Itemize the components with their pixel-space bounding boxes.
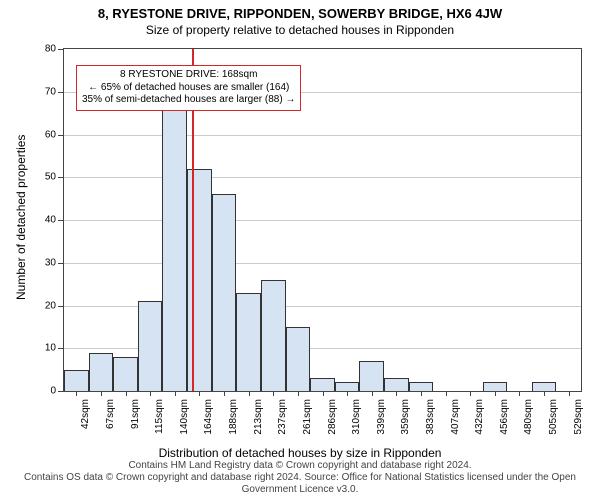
y-tick-mark bbox=[58, 135, 63, 136]
y-tick-mark bbox=[58, 391, 63, 392]
y-tick-label: 20 bbox=[36, 300, 56, 311]
gridline bbox=[64, 135, 581, 136]
x-tick-mark bbox=[470, 391, 471, 396]
x-tick-mark bbox=[101, 391, 102, 396]
x-tick-label: 383sqm bbox=[425, 399, 436, 443]
x-tick-mark bbox=[224, 391, 225, 396]
y-tick-mark bbox=[58, 306, 63, 307]
x-tick-mark bbox=[323, 391, 324, 396]
x-tick-label: 529sqm bbox=[573, 399, 584, 443]
annotation-box: 8 RYESTONE DRIVE: 168sqm← 65% of detache… bbox=[76, 65, 301, 111]
x-tick-label: 339sqm bbox=[376, 399, 387, 443]
y-tick-label: 60 bbox=[36, 129, 56, 140]
x-tick-mark bbox=[76, 391, 77, 396]
x-tick-label: 261sqm bbox=[302, 399, 313, 443]
x-tick-label: 286sqm bbox=[327, 399, 338, 443]
y-tick-label: 0 bbox=[36, 386, 56, 397]
y-tick-label: 80 bbox=[36, 44, 56, 55]
histogram-bar bbox=[532, 382, 557, 391]
x-tick-label: 140sqm bbox=[179, 399, 190, 443]
plot-area: 0102030405060708042sqm67sqm91sqm115sqm14… bbox=[63, 48, 582, 392]
x-tick-mark bbox=[298, 391, 299, 396]
x-tick-label: 407sqm bbox=[450, 399, 461, 443]
annotation-line: 8 RYESTONE DRIVE: 168sqm bbox=[82, 69, 295, 82]
y-tick-label: 70 bbox=[36, 86, 56, 97]
y-tick-label: 10 bbox=[36, 343, 56, 354]
histogram-bar bbox=[89, 353, 114, 391]
x-tick-label: 480sqm bbox=[523, 399, 534, 443]
gridline bbox=[64, 263, 581, 264]
x-tick-mark bbox=[495, 391, 496, 396]
x-axis-label: Distribution of detached houses by size … bbox=[0, 446, 600, 460]
x-tick-label: 456sqm bbox=[499, 399, 510, 443]
x-tick-label: 42sqm bbox=[80, 399, 91, 443]
x-tick-label: 213sqm bbox=[253, 399, 264, 443]
annotation-line: 35% of semi-detached houses are larger (… bbox=[82, 94, 295, 107]
y-tick-label: 50 bbox=[36, 172, 56, 183]
x-tick-label: 359sqm bbox=[400, 399, 411, 443]
y-tick-mark bbox=[58, 263, 63, 264]
x-tick-mark bbox=[396, 391, 397, 396]
y-tick-mark bbox=[58, 220, 63, 221]
footer-credits: Contains HM Land Registry data © Crown c… bbox=[0, 460, 600, 496]
x-tick-label: 115sqm bbox=[154, 399, 165, 443]
x-tick-mark bbox=[199, 391, 200, 396]
y-tick-mark bbox=[58, 348, 63, 349]
histogram-bar bbox=[310, 378, 335, 391]
histogram-bar bbox=[409, 382, 434, 391]
gridline bbox=[64, 177, 581, 178]
y-tick-label: 30 bbox=[36, 257, 56, 268]
x-tick-label: 67sqm bbox=[105, 399, 116, 443]
x-tick-mark bbox=[569, 391, 570, 396]
y-tick-mark bbox=[58, 177, 63, 178]
histogram-bar bbox=[138, 301, 163, 391]
x-tick-label: 505sqm bbox=[548, 399, 559, 443]
x-tick-label: 237sqm bbox=[277, 399, 288, 443]
histogram-bar bbox=[261, 280, 286, 391]
x-tick-label: 164sqm bbox=[203, 399, 214, 443]
x-tick-mark bbox=[175, 391, 176, 396]
y-tick-mark bbox=[58, 49, 63, 50]
histogram-bar bbox=[286, 327, 311, 391]
gridline bbox=[64, 220, 581, 221]
x-tick-mark bbox=[126, 391, 127, 396]
x-tick-label: 310sqm bbox=[351, 399, 362, 443]
histogram-bar bbox=[359, 361, 384, 391]
histogram-bar bbox=[384, 378, 409, 391]
page-title: 8, RYESTONE DRIVE, RIPPONDEN, SOWERBY BR… bbox=[0, 0, 600, 21]
y-axis-label: Number of detached properties bbox=[14, 135, 28, 300]
x-tick-label: 432sqm bbox=[474, 399, 485, 443]
y-tick-mark bbox=[58, 92, 63, 93]
histogram-bar bbox=[483, 382, 508, 391]
histogram-bar bbox=[113, 357, 138, 391]
page-subtitle: Size of property relative to detached ho… bbox=[0, 21, 600, 37]
histogram-bar bbox=[64, 370, 89, 391]
x-tick-mark bbox=[446, 391, 447, 396]
x-tick-mark bbox=[544, 391, 545, 396]
x-tick-mark bbox=[249, 391, 250, 396]
x-tick-mark bbox=[372, 391, 373, 396]
x-tick-mark bbox=[150, 391, 151, 396]
y-tick-label: 40 bbox=[36, 215, 56, 226]
footer-line-2: Contains OS data © Crown copyright and d… bbox=[0, 472, 600, 496]
footer-line-1: Contains HM Land Registry data © Crown c… bbox=[0, 460, 600, 472]
x-tick-label: 91sqm bbox=[130, 399, 141, 443]
x-tick-mark bbox=[421, 391, 422, 396]
x-tick-mark bbox=[347, 391, 348, 396]
chart-container: 8, RYESTONE DRIVE, RIPPONDEN, SOWERBY BR… bbox=[0, 0, 600, 500]
x-tick-label: 188sqm bbox=[228, 399, 239, 443]
histogram-bar bbox=[212, 194, 237, 391]
histogram-bar bbox=[335, 382, 360, 391]
annotation-line: ← 65% of detached houses are smaller (16… bbox=[82, 82, 295, 95]
x-tick-mark bbox=[519, 391, 520, 396]
histogram-bar bbox=[162, 83, 187, 391]
x-tick-mark bbox=[273, 391, 274, 396]
histogram-bar bbox=[236, 293, 261, 391]
histogram-bar bbox=[187, 169, 212, 391]
